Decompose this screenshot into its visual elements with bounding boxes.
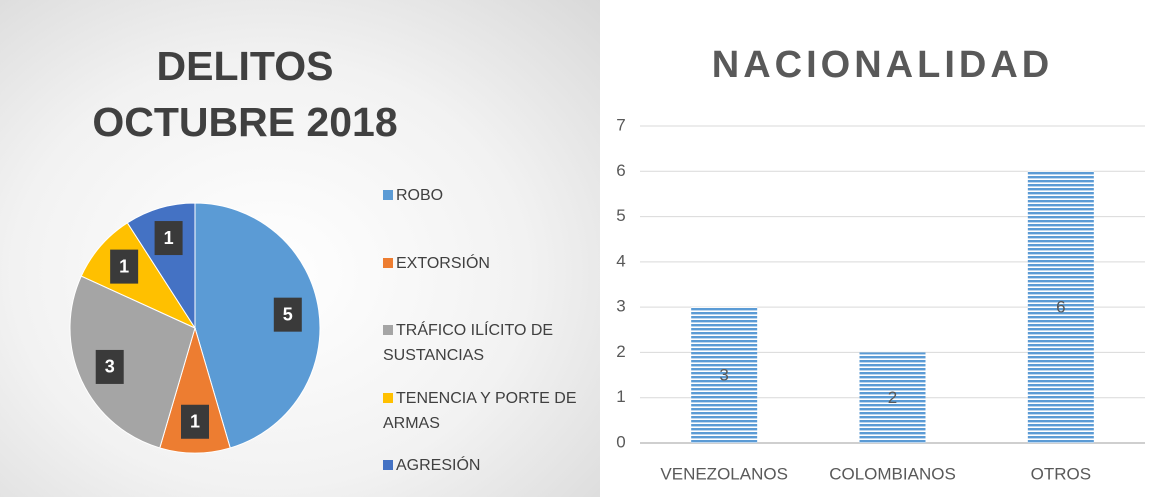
legend-swatch [383, 258, 393, 268]
legend-entry: EXTORSIÓN [383, 251, 593, 276]
legend-label: EXTORSIÓN [396, 255, 490, 272]
pie-panel: 5 1 3 1 1 DELITOS OCTUBRE 2018 ROBO EXTORSIÓN… [0, 0, 600, 497]
legend-label: ROBO [396, 187, 444, 204]
data-label-box [273, 297, 302, 332]
bar [859, 352, 926, 443]
x-tick-label: COLOMBIANOS [829, 464, 956, 483]
legend-label: TENENCIA Y PORTE DE ARMAS [383, 390, 577, 432]
y-tick-label: 0 [616, 432, 625, 451]
legend-label: TRÁFICO ILÍCITO DE SUSTANCIAS [383, 322, 554, 364]
legend-entry: TENENCIA Y PORTE DE ARMAS [383, 386, 593, 436]
bar-chart: 0 1 2 3 4 5 6 7 3 VENEZOLANOS 2 COLOMBIANOS 6 OTROS [616, 115, 1145, 483]
data-label: 3 [719, 366, 728, 385]
bar [691, 307, 758, 443]
data-label: 6 [1056, 298, 1065, 317]
y-tick-label: 6 [616, 161, 625, 180]
y-tick-label: 2 [616, 342, 625, 361]
chart-title: NACIONALIDAD [711, 44, 1054, 86]
legend-entry: TRÁFICO ILÍCITO DE SUSTANCIAS [383, 318, 593, 368]
data-label: 1 [190, 412, 200, 432]
data-label: 5 [283, 304, 293, 324]
y-tick-label: 5 [616, 206, 625, 225]
legend-swatch [383, 393, 393, 403]
bar-panel: 0 1 2 3 4 5 6 7 3 VENEZOLANOS 2 COLOMBIANOS 6 OTROS N… [605, 0, 1160, 497]
legend-entry: ROBO [383, 183, 593, 208]
pie-slice [69, 275, 196, 449]
data-label: 1 [119, 256, 129, 276]
data-label: 1 [164, 228, 174, 248]
legend-swatch [383, 190, 393, 200]
data-label: 3 [105, 357, 115, 377]
data-label-box [110, 249, 139, 284]
y-tick-label: 1 [616, 387, 625, 406]
data-label-box [154, 221, 183, 256]
legend-swatch [383, 325, 393, 335]
pie-slice [194, 202, 321, 449]
y-tick-label: 3 [616, 297, 625, 316]
legend-swatch [383, 460, 393, 470]
x-tick-label: VENEZOLANOS [660, 464, 788, 483]
data-label: 2 [888, 388, 897, 407]
data-label-box [181, 404, 209, 439]
y-tick-label: 4 [616, 251, 625, 270]
pie-chart: 5 1 3 1 1 [69, 202, 321, 454]
bar [1027, 171, 1094, 444]
data-label-box [95, 349, 124, 384]
chart-title: DELITOS OCTUBRE 2018 [92, 43, 398, 145]
y-tick-label: 7 [616, 115, 625, 134]
legend-entry: AGRESIÓN [383, 453, 593, 478]
legend-label: AGRESIÓN [396, 457, 481, 474]
x-tick-label: OTROS [1031, 464, 1091, 483]
